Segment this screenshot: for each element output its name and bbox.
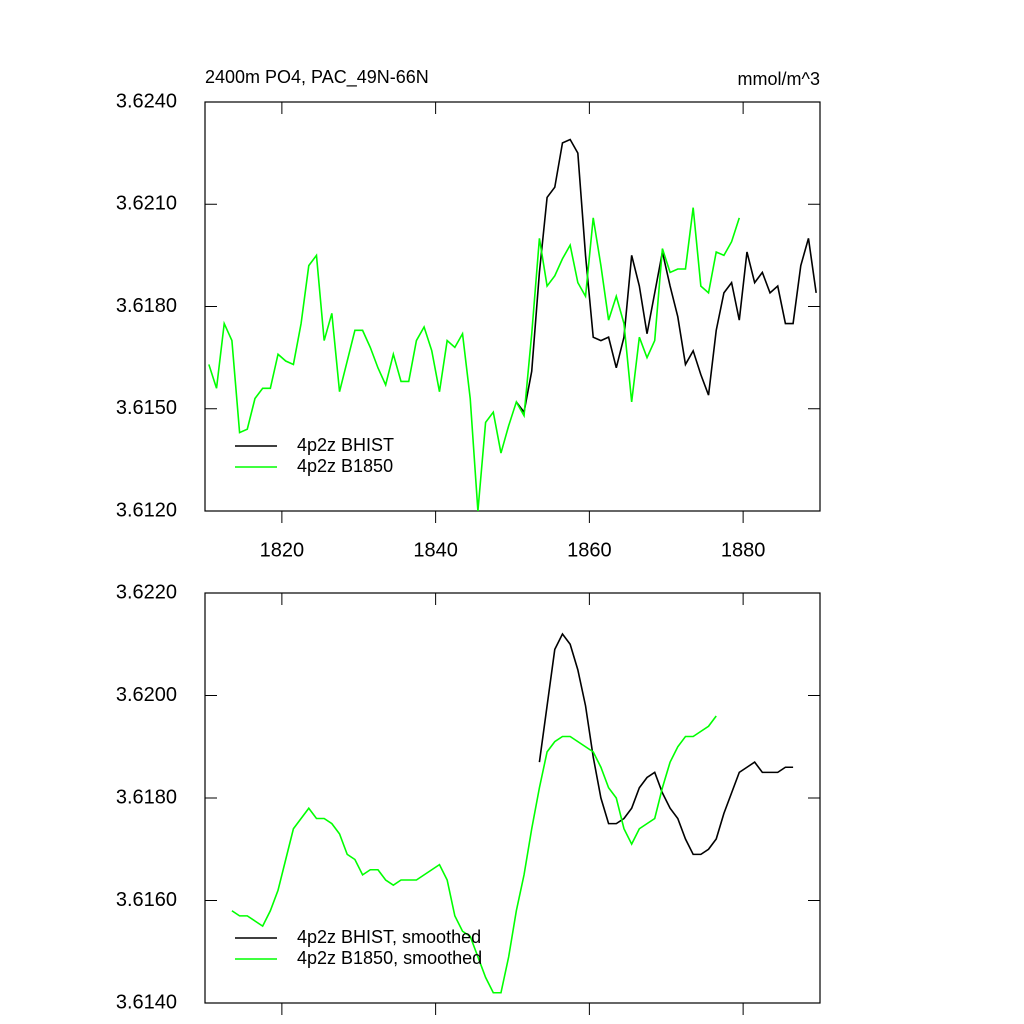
y-tick-label: 3.6140 bbox=[116, 991, 177, 1013]
y-tick-label: 3.6200 bbox=[116, 684, 177, 706]
x-tick-label: 1840 bbox=[413, 539, 458, 561]
legend-label: 4p2z B1850 bbox=[297, 456, 393, 476]
y-tick-label: 3.6180 bbox=[116, 786, 177, 808]
data-line bbox=[208, 207, 741, 512]
y-tick-label: 3.6120 bbox=[116, 499, 177, 521]
data-line bbox=[231, 715, 717, 994]
y-tick-label: 3.6220 bbox=[116, 581, 177, 603]
y-tick-label: 3.6210 bbox=[116, 193, 177, 215]
chart-title: 2400m PO4, PAC_49N-66N bbox=[205, 67, 429, 88]
y-tick-label: 3.6180 bbox=[116, 295, 177, 317]
x-tick-label: 1860 bbox=[567, 539, 612, 561]
y-tick-label: 3.6160 bbox=[116, 889, 177, 911]
units-label: mmol/m^3 bbox=[738, 69, 820, 89]
y-tick-label: 3.6150 bbox=[116, 397, 177, 419]
legend-label: 4p2z BHIST bbox=[297, 435, 394, 455]
data-line bbox=[538, 632, 794, 856]
data-line bbox=[515, 138, 817, 415]
x-tick-label: 1880 bbox=[721, 539, 766, 561]
legend-label: 4p2z B1850, smoothed bbox=[297, 948, 482, 968]
y-tick-label: 3.6240 bbox=[116, 90, 177, 112]
x-tick-label: 1820 bbox=[260, 539, 305, 561]
legend-label: 4p2z BHIST, smoothed bbox=[297, 927, 481, 947]
